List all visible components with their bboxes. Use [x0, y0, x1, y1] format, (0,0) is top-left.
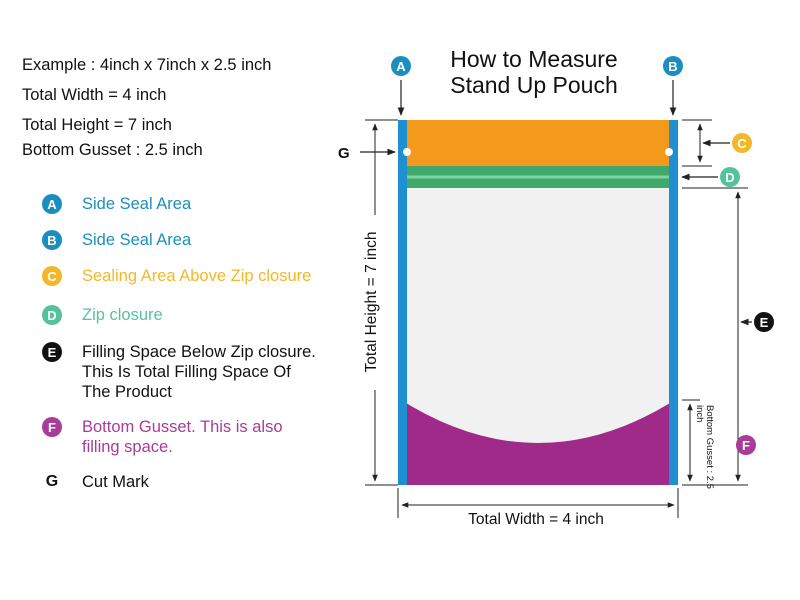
legend-item-d: D Zip closure	[42, 305, 163, 325]
badge-f: F	[42, 417, 62, 437]
badge-e: E	[42, 342, 62, 362]
side-seal-right	[669, 120, 678, 485]
title-line-2: Stand Up Pouch	[450, 72, 618, 98]
marker-f-letter: F	[742, 438, 750, 453]
spec-example: Example : 4inch x 7inch x 2.5 inch	[22, 56, 272, 74]
marker-c-letter: C	[737, 136, 747, 151]
diagram-title: How to Measure Stand Up Pouch	[424, 46, 644, 98]
cut-mark-label: G	[338, 145, 350, 162]
marker-c	[732, 133, 752, 153]
marker-d	[720, 167, 740, 187]
marker-f	[736, 435, 756, 455]
badge-c: C	[42, 266, 62, 286]
side-seal-left	[398, 120, 407, 485]
legend-text-g: Cut Mark	[82, 473, 149, 491]
legend-item-a: A Side Seal Area	[42, 194, 191, 214]
gusset-label: Bottom Gusset : 2.5inch	[694, 405, 715, 489]
legend-item-e: E Filling Space Below Zip closure. This …	[42, 342, 316, 402]
badge-b: B	[42, 230, 62, 250]
marker-e-letter: E	[760, 315, 769, 330]
cut-notch-left	[403, 148, 411, 156]
bottom-gusset	[398, 398, 678, 485]
top-seal-area	[398, 120, 678, 166]
total-width-label: Total Width = 4 inch	[468, 511, 604, 528]
spec-width: Total Width = 4 inch	[22, 86, 167, 104]
title-line-1: How to Measure	[450, 46, 618, 72]
legend-item-g: G Cut Mark	[42, 472, 149, 492]
marker-b	[663, 56, 683, 76]
badge-d: D	[42, 305, 62, 325]
legend-text-b: Side Seal Area	[82, 231, 192, 249]
marker-d-letter: D	[725, 170, 734, 185]
legend-item-c: C Sealing Area Above Zip closure	[42, 266, 311, 286]
legend-item-b: B Side Seal Area	[42, 230, 191, 250]
spec-gusset: Bottom Gusset : 2.5 inch	[22, 141, 203, 159]
legend-text-c: Sealing Area Above Zip closure	[82, 267, 312, 285]
spec-height: Total Height = 7 inch	[22, 116, 172, 134]
badge-a: A	[42, 194, 62, 214]
legend-text-d: Zip closure	[82, 306, 163, 324]
badge-g: G	[45, 473, 59, 490]
cut-notch-right	[665, 148, 673, 156]
legend-text-e: Filling Space Below Zip closure. This Is…	[82, 343, 316, 401]
total-height-label: Total Height = 7 inch	[363, 232, 380, 373]
legend-text-f: Bottom Gusset. This is also filling spac…	[82, 418, 283, 456]
marker-b-letter: B	[668, 59, 677, 74]
marker-a-letter: A	[396, 59, 406, 74]
legend-item-f: F Bottom Gusset. This is also filling sp…	[42, 417, 283, 457]
marker-e	[754, 312, 774, 332]
marker-a	[391, 56, 411, 76]
legend-text-a: Side Seal Area	[82, 195, 192, 213]
